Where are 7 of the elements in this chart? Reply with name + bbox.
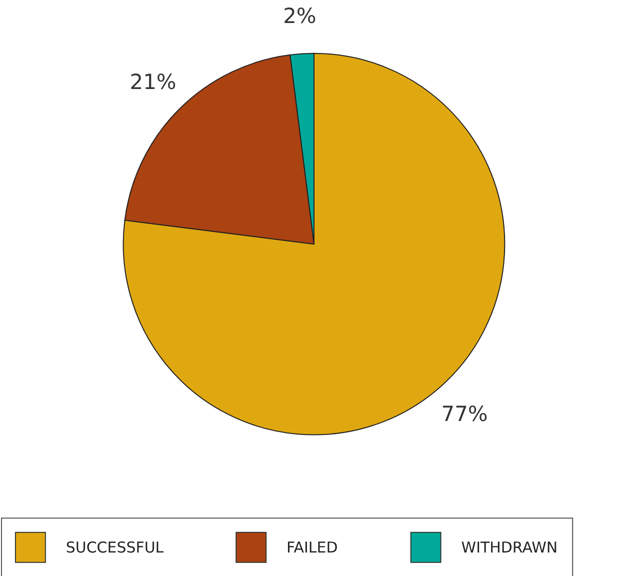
legend-label: FAILED bbox=[286, 538, 338, 556]
data-label: 77% bbox=[441, 402, 488, 426]
data-label: 21% bbox=[130, 70, 176, 94]
data-label: 2% bbox=[283, 4, 316, 28]
pie-slice bbox=[122, 52, 506, 436]
legend-label: SUCCESSFUL bbox=[66, 538, 164, 556]
legend-label: WITHDRAWN bbox=[461, 538, 558, 556]
